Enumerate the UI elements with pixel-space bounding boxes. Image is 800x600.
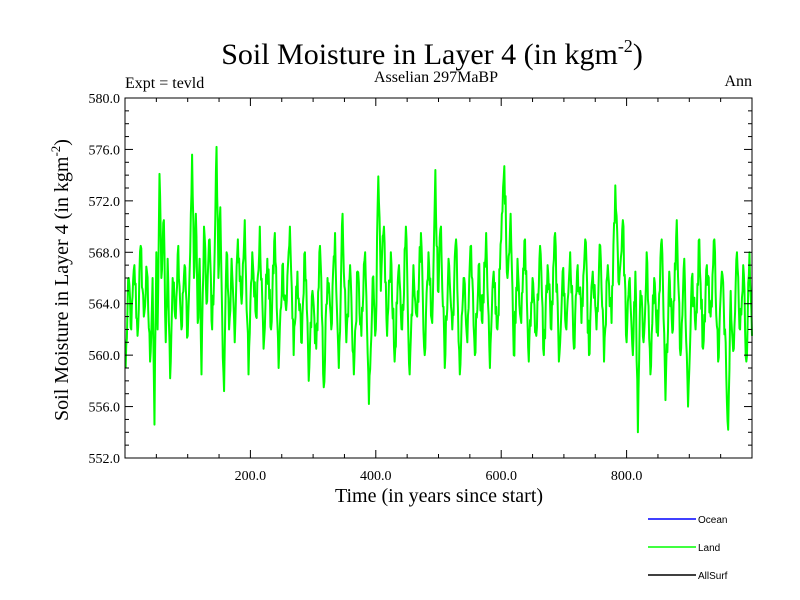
y-tick-label: 580.0 (89, 92, 121, 107)
chart-title-main: Soil Moisture in Layer 4 (in kgm (221, 38, 618, 71)
chart-title: Soil Moisture in Layer 4 (in kgm-2) (221, 36, 643, 71)
y-tick-label: 568.0 (89, 246, 121, 261)
x-tick-label: 200.0 (235, 469, 267, 484)
chart-title-sup: -2 (618, 36, 633, 56)
plot-frame (124, 97, 753, 459)
y-tick-label: 560.0 (89, 349, 121, 364)
x-tick-label: 400.0 (360, 469, 392, 484)
tick-labels-layer: 552.0 556.0 560.0 564.0 568.0 572.0 576.0 580.0… (89, 92, 643, 484)
x-tick-label: 600.0 (485, 469, 517, 484)
legend-label-ocean: Ocean (698, 515, 727, 526)
y-axis-label: Soil Moisture in Layer 4 (in kgm-2) (48, 139, 73, 421)
x-axis-label: Time (in years since start) (335, 485, 543, 507)
x-tick-label: 800.0 (611, 469, 643, 484)
chart-title-close: ) (633, 38, 643, 71)
y-tick-label: 576.0 (89, 143, 121, 158)
subtitle-center: Asselian 297MaBP (374, 69, 498, 86)
y-tick-label: 564.0 (89, 298, 121, 313)
series-line-land (124, 145, 753, 434)
legend-label-land: Land (698, 543, 720, 554)
y-tick-label: 552.0 (89, 452, 121, 467)
ticks-layer (125, 97, 752, 459)
legend-label-allsurf: AllSurf (698, 571, 728, 582)
subtitle-left: Expt = tevld (125, 75, 204, 92)
series-layer (124, 145, 753, 434)
y-tick-label: 556.0 (89, 401, 121, 416)
subtitle-right: Ann (724, 73, 752, 90)
y-tick-label: 572.0 (89, 195, 121, 210)
legend: Ocean Land AllSurf (648, 515, 728, 582)
